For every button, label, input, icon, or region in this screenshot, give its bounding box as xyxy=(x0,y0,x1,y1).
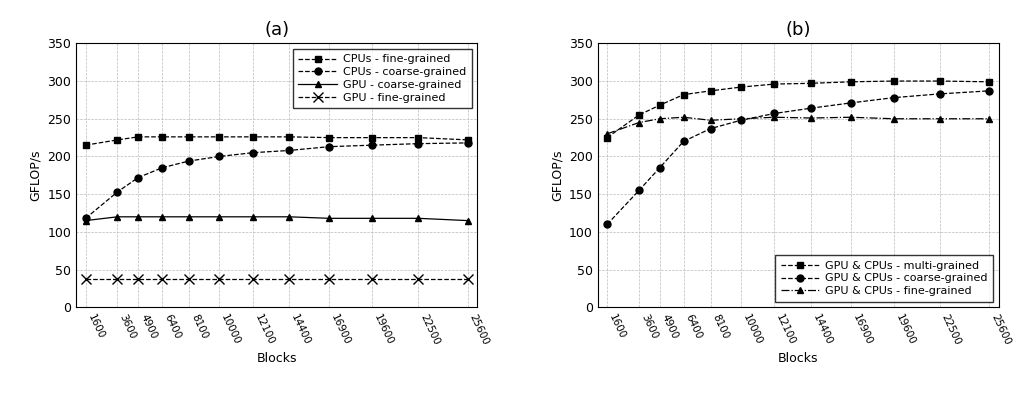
CPUs - fine-grained xyxy=(79,143,91,147)
GPU - fine-grained xyxy=(183,277,195,282)
GPU & CPUs - coarse-grained xyxy=(633,188,645,193)
CPUs - fine-grained xyxy=(413,135,425,140)
GPU & CPUs - fine-grained xyxy=(934,116,946,121)
GPU & CPUs - coarse-grained xyxy=(769,111,781,116)
GPU - fine-grained xyxy=(366,277,378,282)
Line: CPUs - coarse-grained: CPUs - coarse-grained xyxy=(82,139,472,222)
GPU - coarse-grained xyxy=(79,218,91,223)
GPU & CPUs - coarse-grained xyxy=(934,91,946,96)
Y-axis label: GFLOP/s: GFLOP/s xyxy=(28,150,42,201)
Line: CPUs - fine-grained: CPUs - fine-grained xyxy=(82,134,472,149)
GPU & CPUs - fine-grained xyxy=(887,116,899,121)
Y-axis label: GFLOP/s: GFLOP/s xyxy=(551,150,564,201)
GPU & CPUs - multi-grained xyxy=(677,92,690,97)
CPUs - coarse-grained xyxy=(183,159,195,164)
GPU - coarse-grained xyxy=(246,214,259,219)
GPU & CPUs - fine-grained xyxy=(984,116,996,121)
GPU & CPUs - fine-grained xyxy=(769,115,781,120)
GPU - fine-grained xyxy=(461,277,474,282)
GPU & CPUs - coarse-grained xyxy=(601,222,613,227)
GPU - fine-grained xyxy=(413,277,425,282)
GPU - coarse-grained xyxy=(112,214,124,219)
GPU - fine-grained xyxy=(213,277,225,282)
GPU - coarse-grained xyxy=(413,216,425,221)
Legend: CPUs - fine-grained, CPUs - coarse-grained, GPU - coarse-grained, GPU - fine-gra: CPUs - fine-grained, CPUs - coarse-grain… xyxy=(293,49,472,108)
GPU - coarse-grained xyxy=(461,218,474,223)
CPUs - coarse-grained xyxy=(246,151,259,155)
CPUs - coarse-grained xyxy=(413,141,425,146)
GPU & CPUs - multi-grained xyxy=(735,85,747,89)
CPUs - fine-grained xyxy=(132,134,144,139)
GPU & CPUs - coarse-grained xyxy=(705,126,717,131)
CPUs - coarse-grained xyxy=(132,175,144,180)
CPUs - fine-grained xyxy=(183,134,195,139)
CPUs - coarse-grained xyxy=(213,154,225,159)
GPU & CPUs - coarse-grained xyxy=(677,139,690,144)
CPUs - coarse-grained xyxy=(461,141,474,145)
GPU - coarse-grained xyxy=(366,216,378,221)
CPUs - coarse-grained xyxy=(156,165,168,170)
CPUs - fine-grained xyxy=(156,134,168,139)
GPU - fine-grained xyxy=(246,277,259,282)
X-axis label: Blocks: Blocks xyxy=(778,352,818,365)
GPU & CPUs - multi-grained xyxy=(769,82,781,86)
GPU & CPUs - multi-grained xyxy=(845,80,857,84)
Line: GPU & CPUs - multi-grained: GPU & CPUs - multi-grained xyxy=(603,78,993,141)
GPU - fine-grained xyxy=(156,277,168,282)
GPU - coarse-grained xyxy=(132,214,144,219)
GPU - fine-grained xyxy=(323,277,336,282)
GPU & CPUs - multi-grained xyxy=(805,81,817,85)
GPU - coarse-grained xyxy=(183,214,195,219)
GPU & CPUs - coarse-grained xyxy=(805,106,817,111)
CPUs - coarse-grained xyxy=(112,190,124,194)
GPU - fine-grained xyxy=(132,277,144,282)
GPU - fine-grained xyxy=(283,277,295,282)
GPU - fine-grained xyxy=(112,277,124,282)
GPU & CPUs - coarse-grained xyxy=(984,89,996,93)
Line: GPU & CPUs - fine-grained: GPU & CPUs - fine-grained xyxy=(603,114,993,138)
GPU & CPUs - coarse-grained xyxy=(887,95,899,100)
CPUs - fine-grained xyxy=(366,135,378,140)
CPUs - coarse-grained xyxy=(366,143,378,147)
GPU - coarse-grained xyxy=(283,214,295,219)
GPU & CPUs - coarse-grained xyxy=(845,100,857,105)
GPU - fine-grained xyxy=(79,277,91,282)
GPU & CPUs - fine-grained xyxy=(633,120,645,125)
GPU & CPUs - fine-grained xyxy=(654,116,666,121)
GPU - coarse-grained xyxy=(213,214,225,219)
GPU & CPUs - fine-grained xyxy=(705,118,717,123)
CPUs - coarse-grained xyxy=(79,216,91,221)
GPU & CPUs - multi-grained xyxy=(934,79,946,84)
GPU & CPUs - multi-grained xyxy=(654,103,666,108)
CPUs - coarse-grained xyxy=(323,144,336,149)
Legend: GPU & CPUs - multi-grained, GPU & CPUs - coarse-grained, GPU & CPUs - fine-grain: GPU & CPUs - multi-grained, GPU & CPUs -… xyxy=(775,255,994,302)
CPUs - fine-grained xyxy=(461,138,474,142)
GPU & CPUs - coarse-grained xyxy=(654,165,666,170)
GPU & CPUs - multi-grained xyxy=(601,135,613,140)
GPU & CPUs - multi-grained xyxy=(984,80,996,84)
CPUs - fine-grained xyxy=(283,134,295,139)
CPUs - fine-grained xyxy=(246,134,259,139)
GPU & CPUs - coarse-grained xyxy=(735,118,747,123)
GPU & CPUs - multi-grained xyxy=(633,113,645,117)
GPU & CPUs - multi-grained xyxy=(705,89,717,93)
GPU & CPUs - fine-grained xyxy=(677,115,690,120)
Title: (b): (b) xyxy=(786,21,811,39)
Title: (a): (a) xyxy=(264,21,289,39)
CPUs - fine-grained xyxy=(323,135,336,140)
GPU & CPUs - fine-grained xyxy=(735,116,747,121)
Line: GPU - fine-grained: GPU - fine-grained xyxy=(81,275,473,284)
GPU & CPUs - fine-grained xyxy=(845,115,857,120)
GPU - coarse-grained xyxy=(156,214,168,219)
Line: GPU - coarse-grained: GPU - coarse-grained xyxy=(82,213,472,224)
GPU & CPUs - fine-grained xyxy=(805,116,817,121)
X-axis label: Blocks: Blocks xyxy=(257,352,297,365)
CPUs - coarse-grained xyxy=(283,148,295,153)
CPUs - fine-grained xyxy=(213,134,225,139)
GPU & CPUs - fine-grained xyxy=(601,132,613,136)
CPUs - fine-grained xyxy=(112,138,124,142)
Line: GPU & CPUs - coarse-grained: GPU & CPUs - coarse-grained xyxy=(603,87,993,228)
GPU - coarse-grained xyxy=(323,216,336,221)
GPU & CPUs - multi-grained xyxy=(887,79,899,84)
